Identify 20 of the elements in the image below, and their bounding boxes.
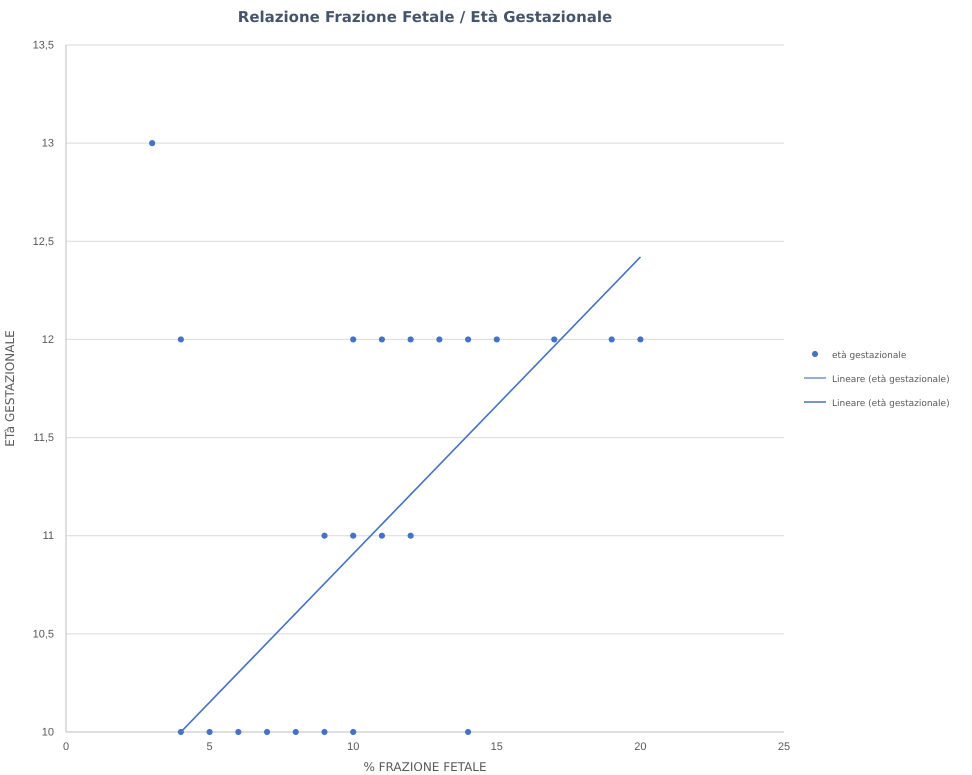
x-tick-label: 20 [634,740,647,753]
y-axis-title: ETà GESTAZIONALE [3,330,17,447]
legend-label: Lineare (età gestazionale) [832,398,950,409]
x-tick-label: 10 [347,740,360,753]
legend-label: età gestazionale [832,350,907,361]
y-tick-label: 12 [42,334,54,346]
x-tick-label: 5 [206,740,213,753]
y-tick-label: 11,5 [33,432,54,444]
y-tick-label: 13,5 [32,40,54,52]
x-tick-label: 15 [490,740,503,753]
y-tick-label: 13 [42,138,54,150]
y-tick-label: 10 [42,726,54,739]
x-tick-label: 0 [62,740,70,753]
y-tick-label: 10,5 [32,628,54,640]
legend-label: Lineare (età gestazionale) [832,374,950,385]
chart-title: Relazione Frazione Fetale / Età Gestazionale [238,8,612,26]
x-axis-title: % FRAZIONE FETALE [363,760,487,774]
x-tick-label: 25 [778,740,790,753]
y-tick-label: 12,5 [32,236,54,248]
y-tick-label: 11 [42,530,54,542]
